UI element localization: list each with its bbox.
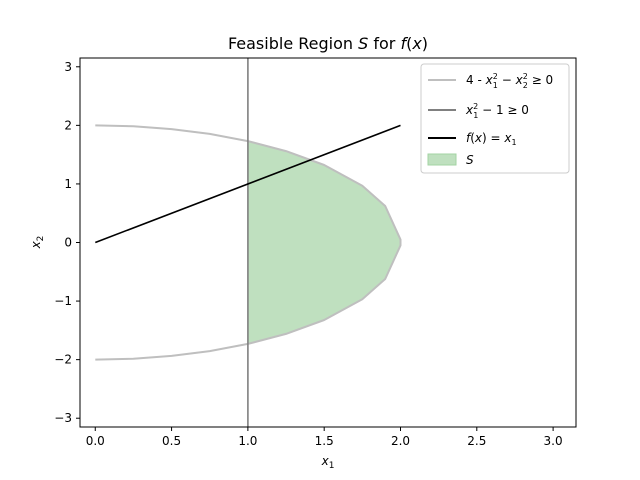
- x-tick-label: 2.5: [467, 434, 486, 448]
- x-tick-label: 0.5: [162, 434, 181, 448]
- legend-label-region: S: [466, 153, 474, 167]
- x-tick-label: 2.0: [391, 434, 410, 448]
- legend: 4 - x2 1 − x2 2 ≥ 0 x2 1 − 1 ≥ 0 f(x) = x1 …: [420, 63, 570, 174]
- y-tick-label: −1: [54, 294, 72, 308]
- y-tick-label: 2: [64, 118, 72, 132]
- y-axis-label: x2: [29, 236, 46, 250]
- x-tick-label: 1.0: [238, 434, 257, 448]
- legend-label-linear-constraint: x2 1 − 1 ≥ 0: [465, 102, 529, 120]
- y-tick-label: 0: [64, 236, 72, 250]
- y-tick-label: 1: [64, 177, 72, 191]
- series-objective-line: [95, 124, 401, 244]
- x-axis-label: x1: [321, 454, 335, 471]
- x-tick-label: 1.5: [315, 434, 334, 448]
- series-circle-constraint: [95, 124, 402, 361]
- x-tick-label: 0.0: [86, 434, 105, 448]
- y-tick-label: −2: [54, 353, 72, 367]
- legend-label-circle-constraint: 4 - x2 1 − x2 2 ≥ 0: [466, 72, 553, 90]
- legend-swatch-region: [427, 153, 457, 166]
- legend-frame: [420, 63, 570, 174]
- x-axis-ticks: 0.0 0.5 1.0 1.5 2.0 2.5 3.0: [86, 427, 563, 448]
- chart-title: Feasible Region S for f(x): [228, 34, 428, 53]
- y-tick-label: 3: [64, 60, 72, 74]
- plot-area: [95, 58, 402, 427]
- legend-label-objective: f(x) = x1: [466, 131, 517, 147]
- x-tick-label: 3.0: [544, 434, 563, 448]
- y-tick-label: −3: [54, 411, 72, 425]
- y-axis-ticks: −3 −2 −1 0 1 2 3: [54, 60, 80, 425]
- series-region-s: [247, 141, 401, 344]
